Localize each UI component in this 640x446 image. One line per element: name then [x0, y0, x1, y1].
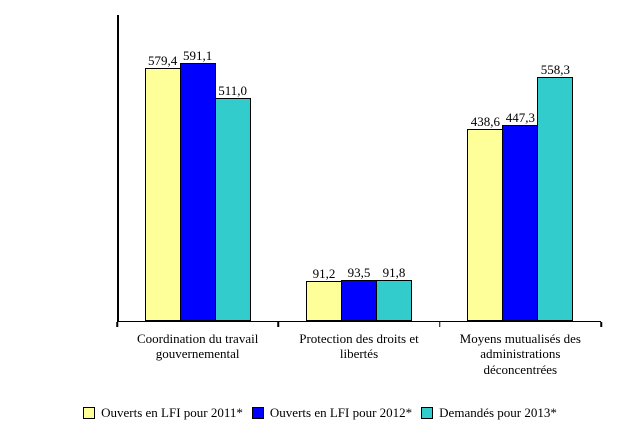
x-axis-line — [117, 320, 601, 322]
x-axis-tick — [600, 322, 602, 327]
legend-label: Ouverts en LFI pour 2012* — [269, 405, 413, 420]
legend-item: Ouverts en LFI pour 2012* — [251, 405, 413, 421]
bar-series-2-category-2: 558,3 — [537, 63, 574, 321]
category-labels: Coordination du travail gouvernemental Pr… — [117, 331, 601, 377]
legend: Ouverts en LFI pour 2011* Ouverts en LFI … — [0, 405, 640, 421]
bar-series-2-category-1: 91,8 — [375, 266, 412, 321]
bar-value-label: 447,3 — [505, 110, 535, 126]
bar-value-label: 558,3 — [540, 61, 570, 77]
bar-series-0-category-0: 579,4 — [144, 54, 181, 321]
bar-group: 579,4 591,1 511,0 — [117, 15, 278, 321]
bar-value-label: 91,2 — [312, 265, 336, 281]
bar-series-0-category-1: 91,2 — [305, 267, 342, 321]
legend-swatch-icon — [251, 407, 264, 419]
category-label: Coordination du travail gouvernemental — [137, 331, 259, 362]
legend-swatch-icon — [421, 407, 434, 419]
bar-value-label: 91,8 — [382, 265, 406, 281]
bar-groups: 579,4 591,1 511,0 91,2 93,5 91,8 438,6 447,3 558… — [117, 15, 601, 321]
bar-value-label: 579,4 — [148, 52, 178, 68]
legend-label: Demandés pour 2013* — [439, 405, 557, 420]
bar-series-1-category-1: 93,5 — [340, 266, 377, 321]
y-axis-line — [117, 15, 119, 322]
legend-item: Demandés pour 2013* — [421, 405, 557, 421]
bar-series-2-category-0: 511,0 — [214, 84, 251, 321]
bar-value-label: 511,0 — [218, 82, 248, 98]
bar-group: 438,6 447,3 558,3 — [440, 15, 601, 321]
x-axis-tick — [438, 322, 441, 327]
bar-value-label: 591,1 — [183, 47, 213, 63]
category-label: Protection des droits et libertés — [299, 331, 419, 362]
category-label: Moyens mutualisés des administrations dé… — [459, 331, 581, 377]
x-axis-tick — [277, 322, 280, 327]
bar-series-1-category-0: 591,1 — [179, 49, 216, 321]
bar-group: 91,2 93,5 91,8 — [278, 15, 439, 321]
legend-label: Ouverts en LFI pour 2011* — [101, 405, 243, 420]
legend-swatch-icon — [83, 407, 96, 419]
bar-series-1-category-2: 447,3 — [502, 111, 539, 321]
bar-value-label: 93,5 — [347, 264, 371, 280]
legend-item: Ouverts en LFI pour 2011* — [83, 405, 243, 421]
bar-value-label: 438,6 — [470, 114, 500, 130]
plot-area: 579,4 591,1 511,0 91,2 93,5 91,8 438,6 447,3 558… — [116, 15, 602, 327]
bar-series-0-category-2: 438,6 — [467, 115, 504, 321]
x-axis-tick — [116, 322, 118, 327]
